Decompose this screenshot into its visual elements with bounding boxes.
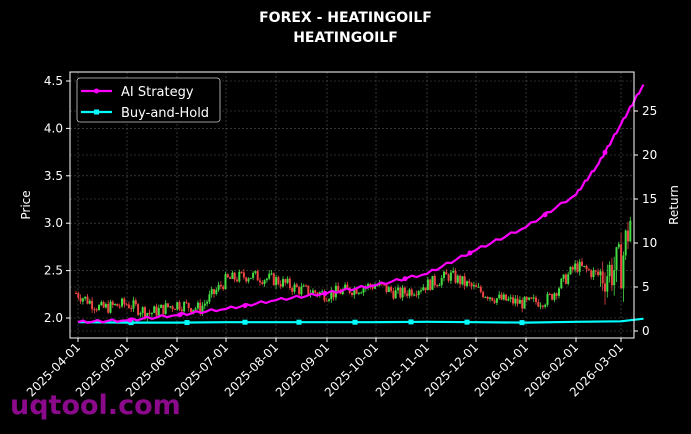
chart-title: FOREX - HEATINGOILF <box>259 10 432 26</box>
svg-text:3.5: 3.5 <box>44 169 63 183</box>
y2-axis-label: Return <box>667 185 681 225</box>
legend-buy-and-hold-label: Buy-and-Hold <box>121 106 209 121</box>
y-axis-label: Price <box>19 190 33 219</box>
price-candlesticks <box>75 216 632 322</box>
ai-strategy-line <box>77 84 645 324</box>
svg-text:2.5: 2.5 <box>44 264 63 278</box>
svg-text:4.0: 4.0 <box>44 121 63 135</box>
chart-subtitle: HEATINGOILF <box>293 30 398 46</box>
y-axis-right: 0 5 10 15 20 25 <box>634 104 657 338</box>
svg-text:4.5: 4.5 <box>44 74 63 88</box>
buy-and-hold-line <box>77 317 644 324</box>
svg-text:15: 15 <box>642 192 657 206</box>
svg-text:20: 20 <box>642 148 657 162</box>
plot-frame <box>69 71 635 339</box>
legend-bh-marker-icon <box>94 109 99 115</box>
ai-strategy-markers <box>127 149 608 323</box>
legend-ai-marker-icon <box>94 88 99 94</box>
svg-text:25: 25 <box>642 104 657 118</box>
legend: AI Strategy Buy-and-Hold <box>76 77 221 123</box>
svg-text:2.0: 2.0 <box>44 311 63 325</box>
legend-ai-strategy-label: AI Strategy <box>121 85 194 100</box>
svg-text:3.0: 3.0 <box>44 216 63 230</box>
svg-text:5: 5 <box>642 280 650 294</box>
buy-and-hold-markers <box>128 319 525 326</box>
y-axis-left: 2.0 2.5 3.0 3.5 4.0 4.5 <box>44 74 70 325</box>
svg-text:0: 0 <box>642 324 650 338</box>
svg-text:2025-08-01: 2025-08-01 <box>222 340 281 399</box>
watermark: uqtool.com <box>10 390 181 421</box>
svg-text:10: 10 <box>642 236 657 250</box>
